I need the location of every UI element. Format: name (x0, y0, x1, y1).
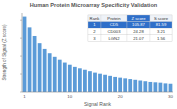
table-frame (88, 15, 172, 41)
table-cell (150, 35, 172, 42)
x-tick-label: 1 (23, 94, 26, 99)
bar (98, 74, 102, 92)
table-cell (88, 22, 101, 29)
bar (38, 43, 42, 92)
table-cell (101, 35, 127, 42)
bar (148, 82, 152, 92)
table-text: CD003 (107, 29, 121, 34)
bar (83, 70, 87, 92)
bar (118, 78, 122, 92)
table-text: 81.59 (156, 22, 167, 27)
x-tick-label: 30 (168, 94, 173, 99)
bar (153, 82, 157, 92)
bar (88, 71, 92, 92)
table-header: Protein (107, 16, 121, 21)
bar (169, 84, 173, 92)
table-text: 1 (93, 22, 96, 27)
table-text: 2 (93, 29, 96, 34)
bar (143, 81, 147, 92)
x-tick-label: 10 (67, 94, 72, 99)
bar (53, 57, 57, 92)
table-cell (101, 28, 127, 35)
table-cell (150, 28, 172, 35)
bars (23, 17, 173, 92)
table-cell (127, 28, 150, 35)
bar (123, 78, 127, 92)
bar (108, 76, 112, 92)
bar (28, 27, 32, 92)
table-header: S score (154, 16, 169, 21)
bar (48, 53, 52, 92)
y-axis (22, 13, 23, 92)
table-header: Z score (132, 16, 147, 21)
y-axis-label: Strength of Signal (Z score) (2, 24, 7, 81)
table-text: 24.28 (133, 29, 144, 34)
bar (58, 60, 62, 92)
chart-svg: Human Protein Microarray Specificity Val… (0, 0, 177, 109)
bar (138, 81, 142, 92)
bar (113, 77, 117, 92)
table-cell (88, 35, 101, 42)
table-cell (127, 22, 150, 29)
table-header-cell (150, 15, 172, 22)
bar (73, 67, 77, 92)
table-header-cell (127, 15, 150, 22)
bar (63, 63, 67, 92)
bar (68, 65, 72, 92)
bar (159, 83, 163, 92)
table-header-cell (88, 15, 101, 22)
bar (164, 83, 168, 92)
x-axis (22, 92, 173, 93)
bar (23, 17, 27, 92)
bar (93, 73, 97, 92)
x-axis-label: Signal Rank (84, 101, 111, 107)
bar (43, 49, 47, 92)
table-text: 105.87 (132, 22, 145, 27)
table-text: 3 (93, 36, 96, 41)
bar (33, 36, 37, 92)
table-cell (127, 35, 150, 42)
bar (78, 68, 82, 92)
table-cell (88, 28, 101, 35)
table-text: 3.21 (157, 29, 166, 34)
bar (128, 79, 132, 92)
table-header: Rank (90, 16, 101, 21)
table-text: 1.56 (157, 36, 166, 41)
title: Human Protein Microarray Specificity Val… (30, 2, 158, 8)
table-header-cell (101, 15, 127, 22)
table-text: LGN2 (109, 36, 121, 41)
x-tick-label: 20 (118, 94, 123, 99)
chart-root: Human Protein Microarray Specificity Val… (0, 0, 177, 109)
table-text: CD5 (110, 22, 119, 27)
table-cell (101, 22, 127, 29)
bar (133, 80, 137, 92)
bar (103, 75, 107, 92)
inset-table: Rank Protein Z score S score 1 CD5 105.87 81.59… (88, 15, 172, 41)
table-cell (150, 22, 172, 29)
table-text: 21.07 (133, 36, 144, 41)
